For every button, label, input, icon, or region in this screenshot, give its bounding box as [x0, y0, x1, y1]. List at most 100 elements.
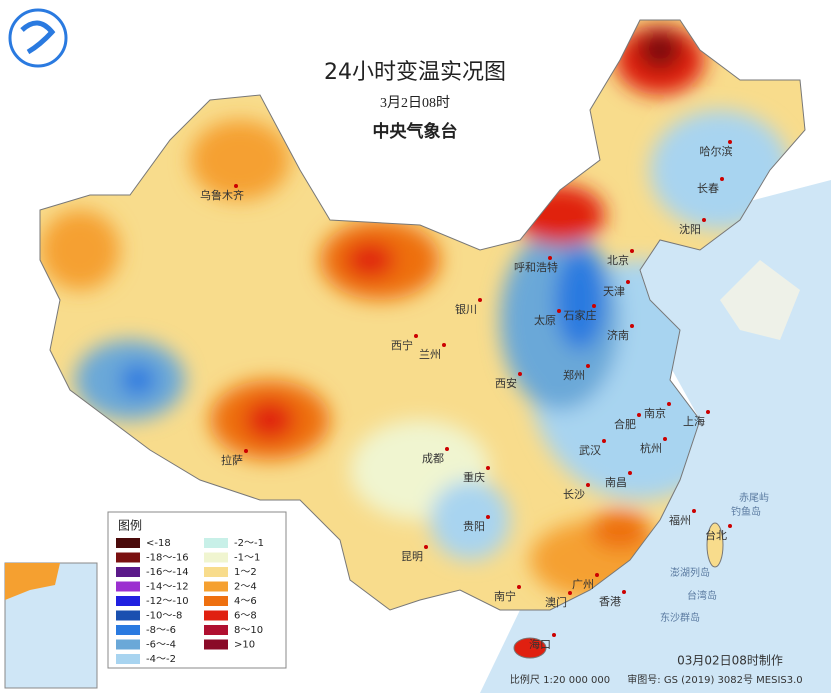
legend-label: -18～-16 [146, 553, 189, 564]
city-dot [630, 324, 634, 328]
city-dot [234, 184, 238, 188]
city-label: 台北 [705, 528, 727, 542]
city-dot [637, 413, 641, 417]
city-label: 西安 [495, 376, 517, 390]
approval: 审图号: GS (2019) 3082号 MESIS3.0 [627, 673, 802, 686]
city-dot [414, 334, 418, 338]
city-label: 重庆 [463, 470, 485, 484]
city-label: 兰州 [419, 348, 441, 361]
city-label: 天津 [603, 285, 625, 298]
legend-label: >10 [234, 640, 255, 651]
city-label: 济南 [607, 328, 629, 342]
city-dot [667, 402, 671, 406]
legend-swatch [204, 552, 228, 563]
city-dot [720, 177, 724, 181]
city-dot [628, 471, 632, 475]
made-time: 03月02日08时制作 [677, 654, 783, 668]
city-label: 福州 [669, 513, 691, 527]
city-dot [517, 585, 521, 589]
legend-label: 8～10 [234, 625, 263, 636]
legend-label: 4～6 [234, 596, 257, 607]
city-label: 武汉 [579, 444, 601, 457]
city-dot [486, 515, 490, 519]
legend-swatch [204, 567, 228, 577]
island-label: 澎湖列岛 [670, 566, 710, 579]
legend-swatch [116, 596, 140, 606]
time: 3月2日08时 [380, 95, 450, 111]
city-dot [663, 437, 667, 441]
legend-label: -16～-14 [146, 567, 189, 578]
legend-label: -14～-12 [146, 582, 189, 593]
island-label: 东沙群岛 [660, 611, 700, 624]
legend-swatch [116, 625, 140, 635]
city-label: 南京 [644, 406, 666, 420]
city-dot [622, 590, 626, 594]
city-dot [442, 343, 446, 347]
city-dot [548, 256, 552, 260]
city-label: 合肥 [614, 417, 636, 431]
legend-label: 1～2 [234, 567, 257, 578]
logo [8, 8, 68, 68]
legend-swatch [116, 610, 140, 621]
city-dot [728, 140, 732, 144]
legend-swatch [116, 538, 140, 548]
city-label: 南昌 [605, 476, 627, 489]
city-dot [486, 466, 490, 470]
city-dot [244, 449, 248, 453]
city-dot [568, 591, 572, 595]
city-label: 北京 [607, 253, 629, 267]
legend-label: -8～-6 [146, 625, 176, 636]
city-dot [702, 218, 706, 222]
legend-label: -12～-10 [146, 596, 189, 607]
city-label: 海口 [529, 637, 551, 651]
city-label: 拉萨 [221, 453, 243, 467]
city-dot [630, 249, 634, 253]
city-dot [586, 483, 590, 487]
city-dot [552, 633, 556, 637]
city-label: 银川 [455, 302, 477, 316]
taiwan [706, 522, 724, 568]
city-label: 香港 [599, 595, 621, 608]
city-dot [557, 309, 561, 313]
city-label: 广州 [572, 578, 594, 591]
city-label: 石家庄 [564, 308, 597, 322]
legend-label: -2～-1 [234, 538, 264, 549]
legend-swatch [204, 538, 228, 548]
city-label: 长春 [697, 182, 719, 195]
island-label: 台湾岛 [687, 589, 717, 602]
legend-label: -10～-8 [146, 611, 182, 622]
legend-swatch [204, 625, 228, 635]
legend-title: 图例 [118, 519, 142, 533]
legend-label: -6～-4 [146, 640, 176, 651]
scale: 比例尺 1:20 000 000 [510, 673, 610, 686]
legend: <-18 -18～-16 -16～-14 -14～-12 -12～-10 -10～-8 -8… [116, 538, 264, 665]
city-label: 澳门 [545, 595, 567, 609]
legend-label: -1～1 [234, 553, 260, 564]
city-label: 南宁 [494, 589, 516, 603]
korea [720, 260, 800, 340]
legend-label: 6～8 [234, 611, 257, 622]
city-label: 西宁 [391, 338, 413, 352]
city-label: 太原 [534, 314, 556, 327]
legend-swatch [204, 610, 228, 621]
logo-mark [20, 20, 56, 55]
legend-swatch [116, 639, 140, 650]
city-label: 贵阳 [463, 520, 485, 533]
city-dot [445, 447, 449, 451]
legend-swatch [116, 552, 140, 563]
city-dot [478, 298, 482, 302]
city-dot [602, 439, 606, 443]
city-label: 郑州 [563, 368, 585, 382]
legend-swatch [204, 596, 228, 606]
legend-swatch [116, 581, 140, 592]
city-label: 呼和浩特 [514, 260, 558, 274]
city-label: 成都 [422, 452, 444, 465]
legend-swatch [116, 654, 140, 664]
city-dot [706, 410, 710, 414]
title: 24小时变温实况图 [324, 60, 506, 85]
legend-label: -4～-2 [146, 654, 176, 665]
city-dot [626, 280, 630, 284]
agency: 中央气象台 [373, 121, 458, 142]
